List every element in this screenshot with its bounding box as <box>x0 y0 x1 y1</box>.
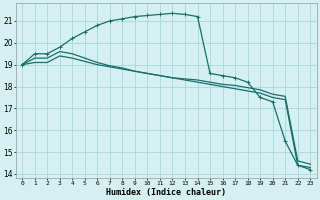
X-axis label: Humidex (Indice chaleur): Humidex (Indice chaleur) <box>106 188 226 197</box>
